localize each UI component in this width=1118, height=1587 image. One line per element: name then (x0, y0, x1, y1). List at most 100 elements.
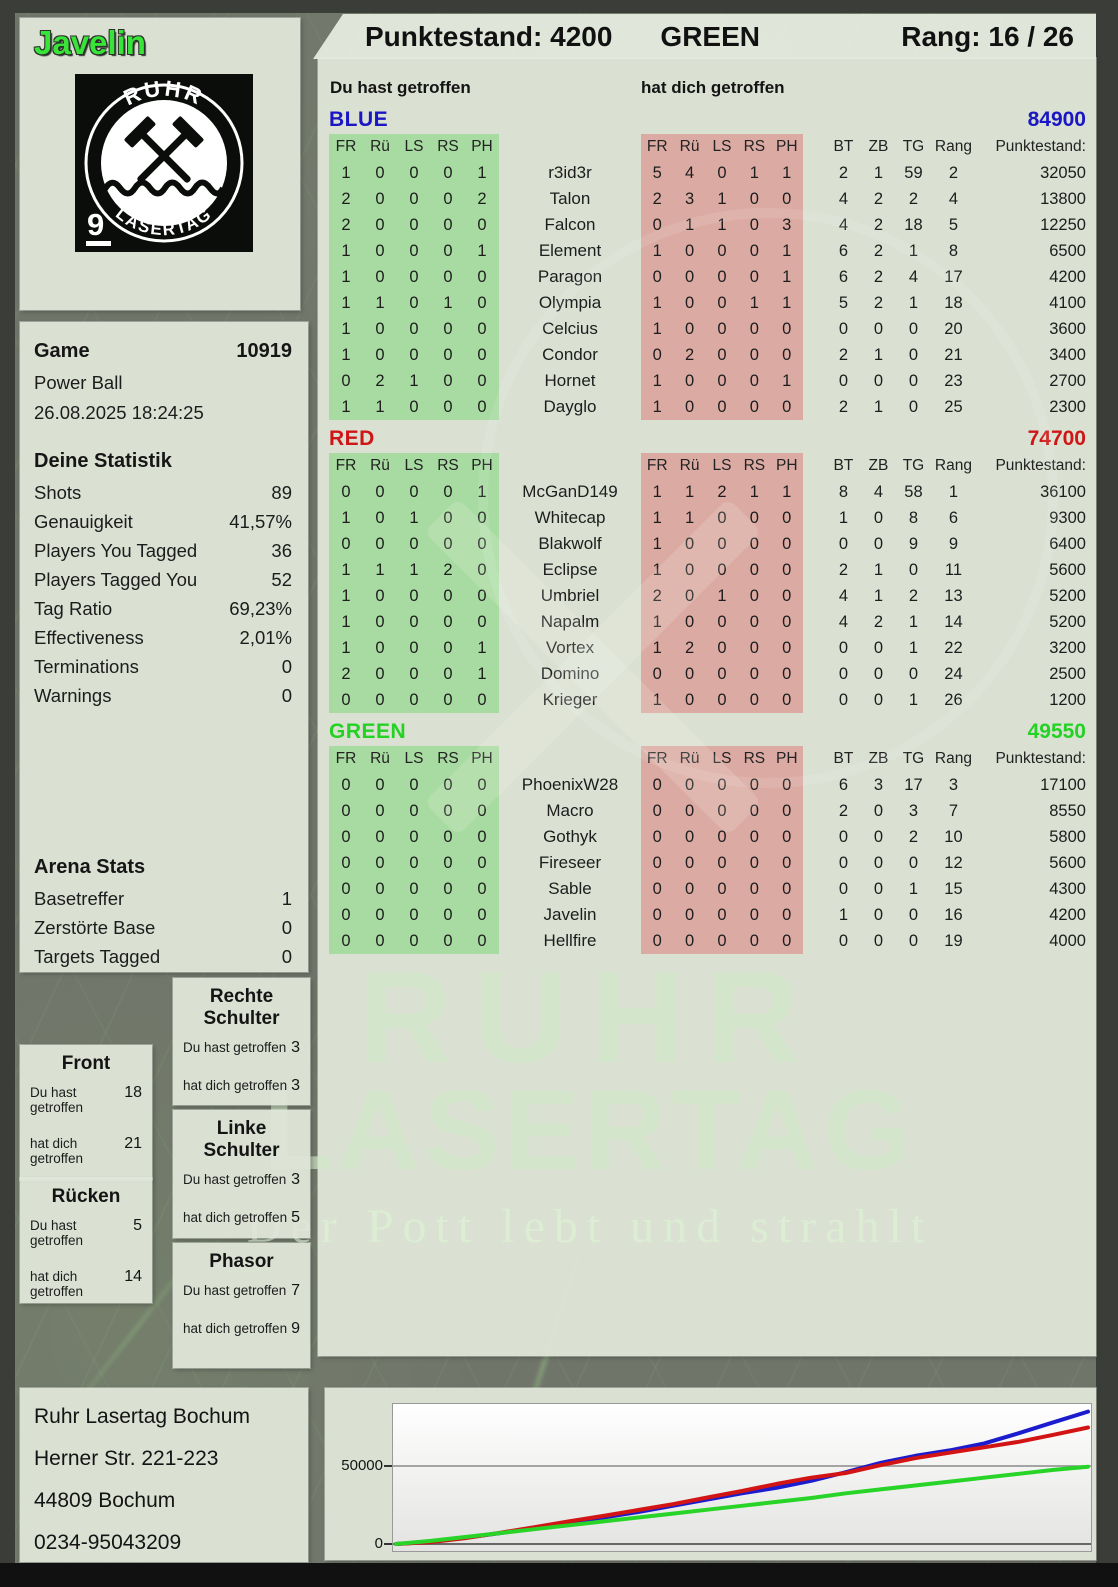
hit-count-cell: 0 (770, 661, 803, 687)
rank-cell: 13 (944, 587, 963, 605)
zb-cell: 0 (873, 372, 884, 390)
col-header-cell: PH (770, 453, 803, 479)
zone-you-label: Du hast getroffen (30, 1085, 84, 1115)
col-header-cell: Punktestand: (995, 750, 1086, 767)
hit-count-cell: 0 (673, 772, 706, 798)
zb-cell: 0 (873, 535, 884, 553)
tg-cell: 59 (904, 164, 923, 182)
bottom-frame-strip (0, 1563, 1118, 1587)
hit-count-cell: 0 (738, 316, 771, 342)
player-name-cell: Umbriel (540, 586, 600, 605)
hit-count-cell: 0 (705, 687, 739, 713)
player-name-cell: Javelin (543, 905, 597, 924)
col-header-cell: FR (641, 746, 674, 772)
hit-count-cell: 0 (673, 661, 706, 687)
hit-count-cell: 1 (329, 394, 363, 420)
col-header-cell: Rü (673, 134, 706, 160)
stat-value: 0 (281, 684, 292, 706)
hit-count-cell: 0 (431, 661, 465, 687)
player-row: 1 0 0 0 1 Vortex 1 2 0 0 0 0 0 1 22 3200 (329, 635, 1086, 661)
hit-count-cell: 0 (673, 928, 706, 954)
hit-count-cell: 0 (431, 635, 465, 661)
zb-cell: 1 (873, 561, 884, 579)
player-row: 0 2 1 0 0 Hornet 1 0 0 0 1 0 0 0 23 2700 (329, 368, 1086, 394)
spacer-cell (499, 134, 641, 160)
team-tables-panel: Du hast getroffen hat dich getroffen BLU… (318, 58, 1096, 1356)
hit-count-cell: 0 (397, 635, 431, 661)
player-row: 1 1 0 0 0 Dayglo 1 0 0 0 0 2 1 0 25 2300 (329, 394, 1086, 420)
points-cell: 5800 (1049, 828, 1086, 846)
hit-count-cell: 0 (705, 505, 739, 531)
hit-count-cell: 0 (738, 238, 771, 264)
player-row: 1 0 0 0 1 r3id3r 5 4 0 1 1 2 1 59 2 32050 (329, 160, 1086, 186)
bt-cell: 0 (838, 854, 849, 872)
ytick-0: 0 (374, 1535, 383, 1552)
hit-count-cell: 1 (329, 635, 363, 661)
hit-count-cell: 0 (431, 160, 465, 186)
spacer-cell (803, 394, 826, 420)
zb-cell: 0 (873, 691, 884, 709)
hit-count-cell: 0 (465, 902, 499, 928)
zb-cell: 0 (873, 828, 884, 846)
spacer-cell (803, 635, 826, 661)
player-name-cell: Falcon (544, 215, 596, 234)
rank-cell: 5 (948, 216, 959, 234)
col-header-cell: Rü (673, 746, 706, 772)
col-header-cell: BT (833, 457, 854, 474)
team-name-label: GREEN (329, 720, 407, 743)
hit-count-cell: 0 (431, 609, 465, 635)
hit-count-cell: 0 (465, 824, 499, 850)
spacer-cell (803, 212, 826, 238)
hit-count-cell: 0 (465, 850, 499, 876)
hit-count-cell: 1 (770, 368, 803, 394)
hit-count-cell: 0 (465, 342, 499, 368)
hit-count-cell: 1 (641, 316, 674, 342)
zone-you-value: 5 (133, 1217, 142, 1234)
tg-cell: 0 (908, 320, 919, 338)
hit-count-cell: 0 (397, 342, 431, 368)
spacer-cell (803, 687, 826, 713)
tg-cell: 9 (908, 535, 919, 553)
hit-count-cell: 0 (673, 316, 706, 342)
col-header-cell: TG (902, 750, 925, 767)
hit-count-cell: 1 (363, 557, 397, 583)
stat-row: Effectiveness 2,01% (34, 623, 292, 652)
hit-count-cell: 0 (770, 687, 803, 713)
tg-cell: 58 (904, 483, 923, 501)
hit-count-cell: 0 (363, 531, 397, 557)
stat-row: Basetreffer 1 (34, 884, 292, 913)
col-header-cell: BT (833, 750, 854, 767)
hit-count-cell: 0 (397, 479, 431, 505)
col-header-cell: TG (902, 457, 925, 474)
hit-count-cell: 0 (705, 902, 739, 928)
hit-count-cell: 1 (641, 479, 674, 505)
bt-cell: 6 (838, 242, 849, 260)
bt-cell: 0 (838, 932, 849, 950)
stat-label: Shots (34, 481, 82, 503)
hit-count-cell: 0 (673, 876, 706, 902)
hit-count-cell: 0 (329, 772, 363, 798)
spacer-cell (499, 453, 641, 479)
hit-count-cell: 0 (673, 557, 706, 583)
col-header-cell: Punktestand: (995, 138, 1086, 155)
spacer-cell (803, 368, 826, 394)
hit-count-cell: 0 (465, 505, 499, 531)
player-row: 1 1 1 2 0 Eclipse 1 0 0 0 0 2 1 0 11 5600 (329, 557, 1086, 583)
hit-count-cell: 0 (397, 772, 431, 798)
points-cell: 9300 (1049, 509, 1086, 527)
zb-cell: 1 (873, 587, 884, 605)
points-cell: 5200 (1049, 587, 1086, 605)
points-cell: 17100 (1040, 776, 1086, 794)
points-cell: 1200 (1049, 691, 1086, 709)
hit-count-cell: 1 (329, 290, 363, 316)
hit-count-cell: 0 (431, 479, 465, 505)
zb-cell: 2 (873, 216, 884, 234)
hit-count-cell: 0 (673, 798, 706, 824)
hit-count-cell: 0 (673, 902, 706, 928)
hit-count-cell: 0 (770, 583, 803, 609)
hit-count-cell: 1 (329, 557, 363, 583)
zone-you-label: Du hast getroffen (183, 1172, 287, 1187)
hit-count-cell: 0 (431, 186, 465, 212)
player-name-cell: PhoenixW28 (521, 775, 619, 794)
col-header-cell: LS (705, 134, 739, 160)
